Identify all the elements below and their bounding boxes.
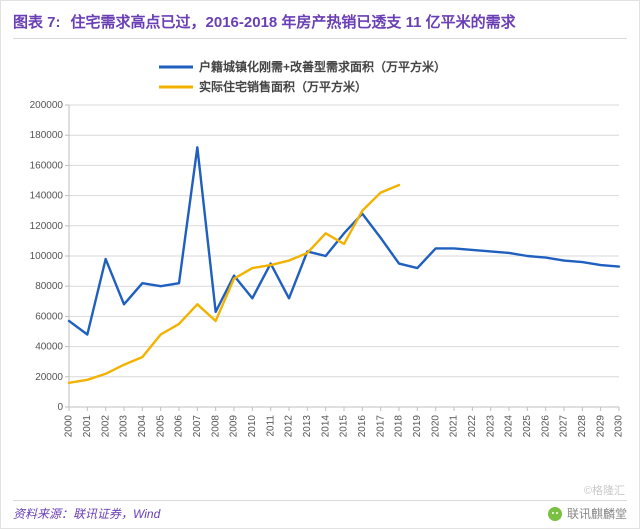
line-chart: 0 20000 40000 60000 80000 100000 120000 140000 1… <box>13 49 629 469</box>
svg-text:180000: 180000 <box>30 130 64 141</box>
figure-label: 图表 7: <box>13 11 61 32</box>
svg-text:2005: 2005 <box>155 415 166 438</box>
svg-text:2011: 2011 <box>265 415 276 437</box>
svg-text:2012: 2012 <box>284 415 295 438</box>
svg-text:2025: 2025 <box>522 415 533 438</box>
chart-area: 0 20000 40000 60000 80000 100000 120000 140000 1… <box>13 49 627 469</box>
svg-text:40000: 40000 <box>35 342 63 353</box>
brand: 联讯麒麟堂 <box>547 505 627 522</box>
svg-text:2004: 2004 <box>137 415 148 438</box>
svg-text:2003: 2003 <box>119 415 130 438</box>
svg-text:2029: 2029 <box>595 415 606 438</box>
svg-text:2019: 2019 <box>412 415 423 438</box>
legend-label-demand: 户籍城镇化刚需+改善型需求面积（万平方米） <box>199 59 446 74</box>
svg-text:2022: 2022 <box>467 415 478 438</box>
svg-text:2008: 2008 <box>210 415 221 438</box>
svg-text:80000: 80000 <box>35 281 63 292</box>
source-text: 联讯证券，Wind <box>73 507 160 521</box>
source-label: 资料来源： <box>13 507 73 521</box>
svg-text:200000: 200000 <box>30 100 64 111</box>
svg-text:2018: 2018 <box>394 415 405 438</box>
svg-text:2006: 2006 <box>174 415 185 438</box>
footer-row: 资料来源：联讯证券，Wind 联讯麒麟堂 <box>13 500 627 522</box>
series-sales <box>69 185 399 383</box>
source-line: 资料来源：联讯证券，Wind <box>13 505 160 522</box>
svg-text:20000: 20000 <box>35 372 63 383</box>
watermark: ©格隆汇 <box>584 482 625 498</box>
svg-text:2021: 2021 <box>449 415 460 438</box>
svg-text:2010: 2010 <box>247 415 258 438</box>
title-row: 图表 7: 住宅需求高点已过，2016-2018 年房产热销已透支 11 亿平米… <box>13 11 627 39</box>
wechat-icon <box>547 506 563 522</box>
svg-text:2007: 2007 <box>192 415 203 438</box>
svg-text:160000: 160000 <box>30 160 64 171</box>
svg-text:2016: 2016 <box>357 415 368 438</box>
svg-text:2023: 2023 <box>485 415 496 438</box>
svg-text:120000: 120000 <box>30 221 64 232</box>
svg-text:2000: 2000 <box>64 415 75 438</box>
legend-label-sales: 实际住宅销售面积（万平方米） <box>199 79 367 94</box>
svg-text:2017: 2017 <box>375 415 386 438</box>
figure-card: 图表 7: 住宅需求高点已过，2016-2018 年房产热销已透支 11 亿平米… <box>0 0 640 529</box>
svg-text:60000: 60000 <box>35 311 63 322</box>
svg-text:2009: 2009 <box>229 415 240 438</box>
brand-text: 联讯麒麟堂 <box>567 505 627 522</box>
svg-text:2015: 2015 <box>339 415 350 438</box>
svg-text:2002: 2002 <box>100 415 111 438</box>
svg-text:2030: 2030 <box>614 415 625 438</box>
svg-text:2020: 2020 <box>430 415 441 438</box>
figure-title: 住宅需求高点已过，2016-2018 年房产热销已透支 11 亿平米的需求 <box>71 11 516 32</box>
svg-text:140000: 140000 <box>30 191 64 202</box>
svg-text:2027: 2027 <box>559 415 570 438</box>
svg-text:2026: 2026 <box>540 415 551 438</box>
svg-text:2014: 2014 <box>320 415 331 438</box>
series-demand <box>69 147 619 334</box>
svg-text:0: 0 <box>57 402 63 413</box>
svg-text:2013: 2013 <box>302 415 313 438</box>
svg-text:2028: 2028 <box>577 415 588 438</box>
svg-text:100000: 100000 <box>30 251 64 262</box>
svg-text:2001: 2001 <box>82 415 93 438</box>
svg-text:2024: 2024 <box>504 415 515 438</box>
